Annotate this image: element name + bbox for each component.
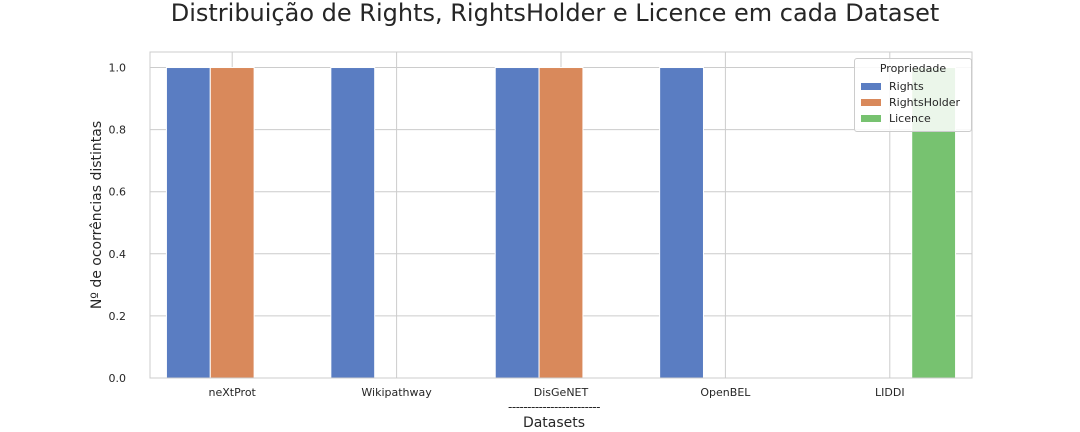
x-tick-label: neXtProt: [209, 386, 257, 399]
legend-item: RightsHolder: [861, 94, 965, 110]
bar-rightsholder-nextprot: [209, 67, 255, 379]
y-tick-label: 0.4: [109, 248, 127, 261]
y-axis-label: Nº de ocorrências distintas: [89, 120, 105, 310]
legend-label: Rights: [889, 79, 924, 93]
legend: Propriedade Rights RightsHolder Licence: [854, 58, 972, 132]
bar-rights-nextprot: [165, 67, 211, 379]
bar-rights-openbel: [659, 67, 704, 379]
x-tick-label: DisGeNET: [534, 386, 589, 399]
legend-title: Propriedade: [879, 62, 947, 75]
legend-item: Rights: [861, 78, 965, 94]
x-axis-label: Datasets: [522, 415, 586, 431]
plot-frame: [149, 51, 973, 379]
bar-rights-disgenet: [494, 67, 540, 379]
y-tick-label: 0.0: [109, 372, 127, 385]
legend-swatch: [861, 114, 881, 122]
legend-label: RightsHolder: [889, 95, 961, 109]
x-tick-label: LIDDI: [875, 386, 905, 399]
x-tick-label: Wikipathway: [361, 386, 432, 399]
legend-label: Licence: [889, 111, 931, 125]
chart-title: Distribuição de Rights, RightsHolder e L…: [170, 0, 940, 27]
y-tick-label: 0.6: [109, 186, 127, 199]
x-tick-label: OpenBEL: [700, 386, 751, 399]
legend-item: Licence: [861, 110, 965, 126]
legend-swatch: [861, 82, 881, 90]
y-tick-label: 0.2: [109, 310, 127, 323]
y-tick-label: 1.0: [109, 62, 127, 75]
y-tick-label: 0.8: [109, 124, 127, 137]
x-axis-label-rule: ------------------------: [508, 400, 600, 414]
legend-swatch: [861, 98, 881, 106]
bar-rights-wikipathway: [330, 67, 376, 379]
bar-rightsholder-disgenet: [538, 67, 584, 379]
